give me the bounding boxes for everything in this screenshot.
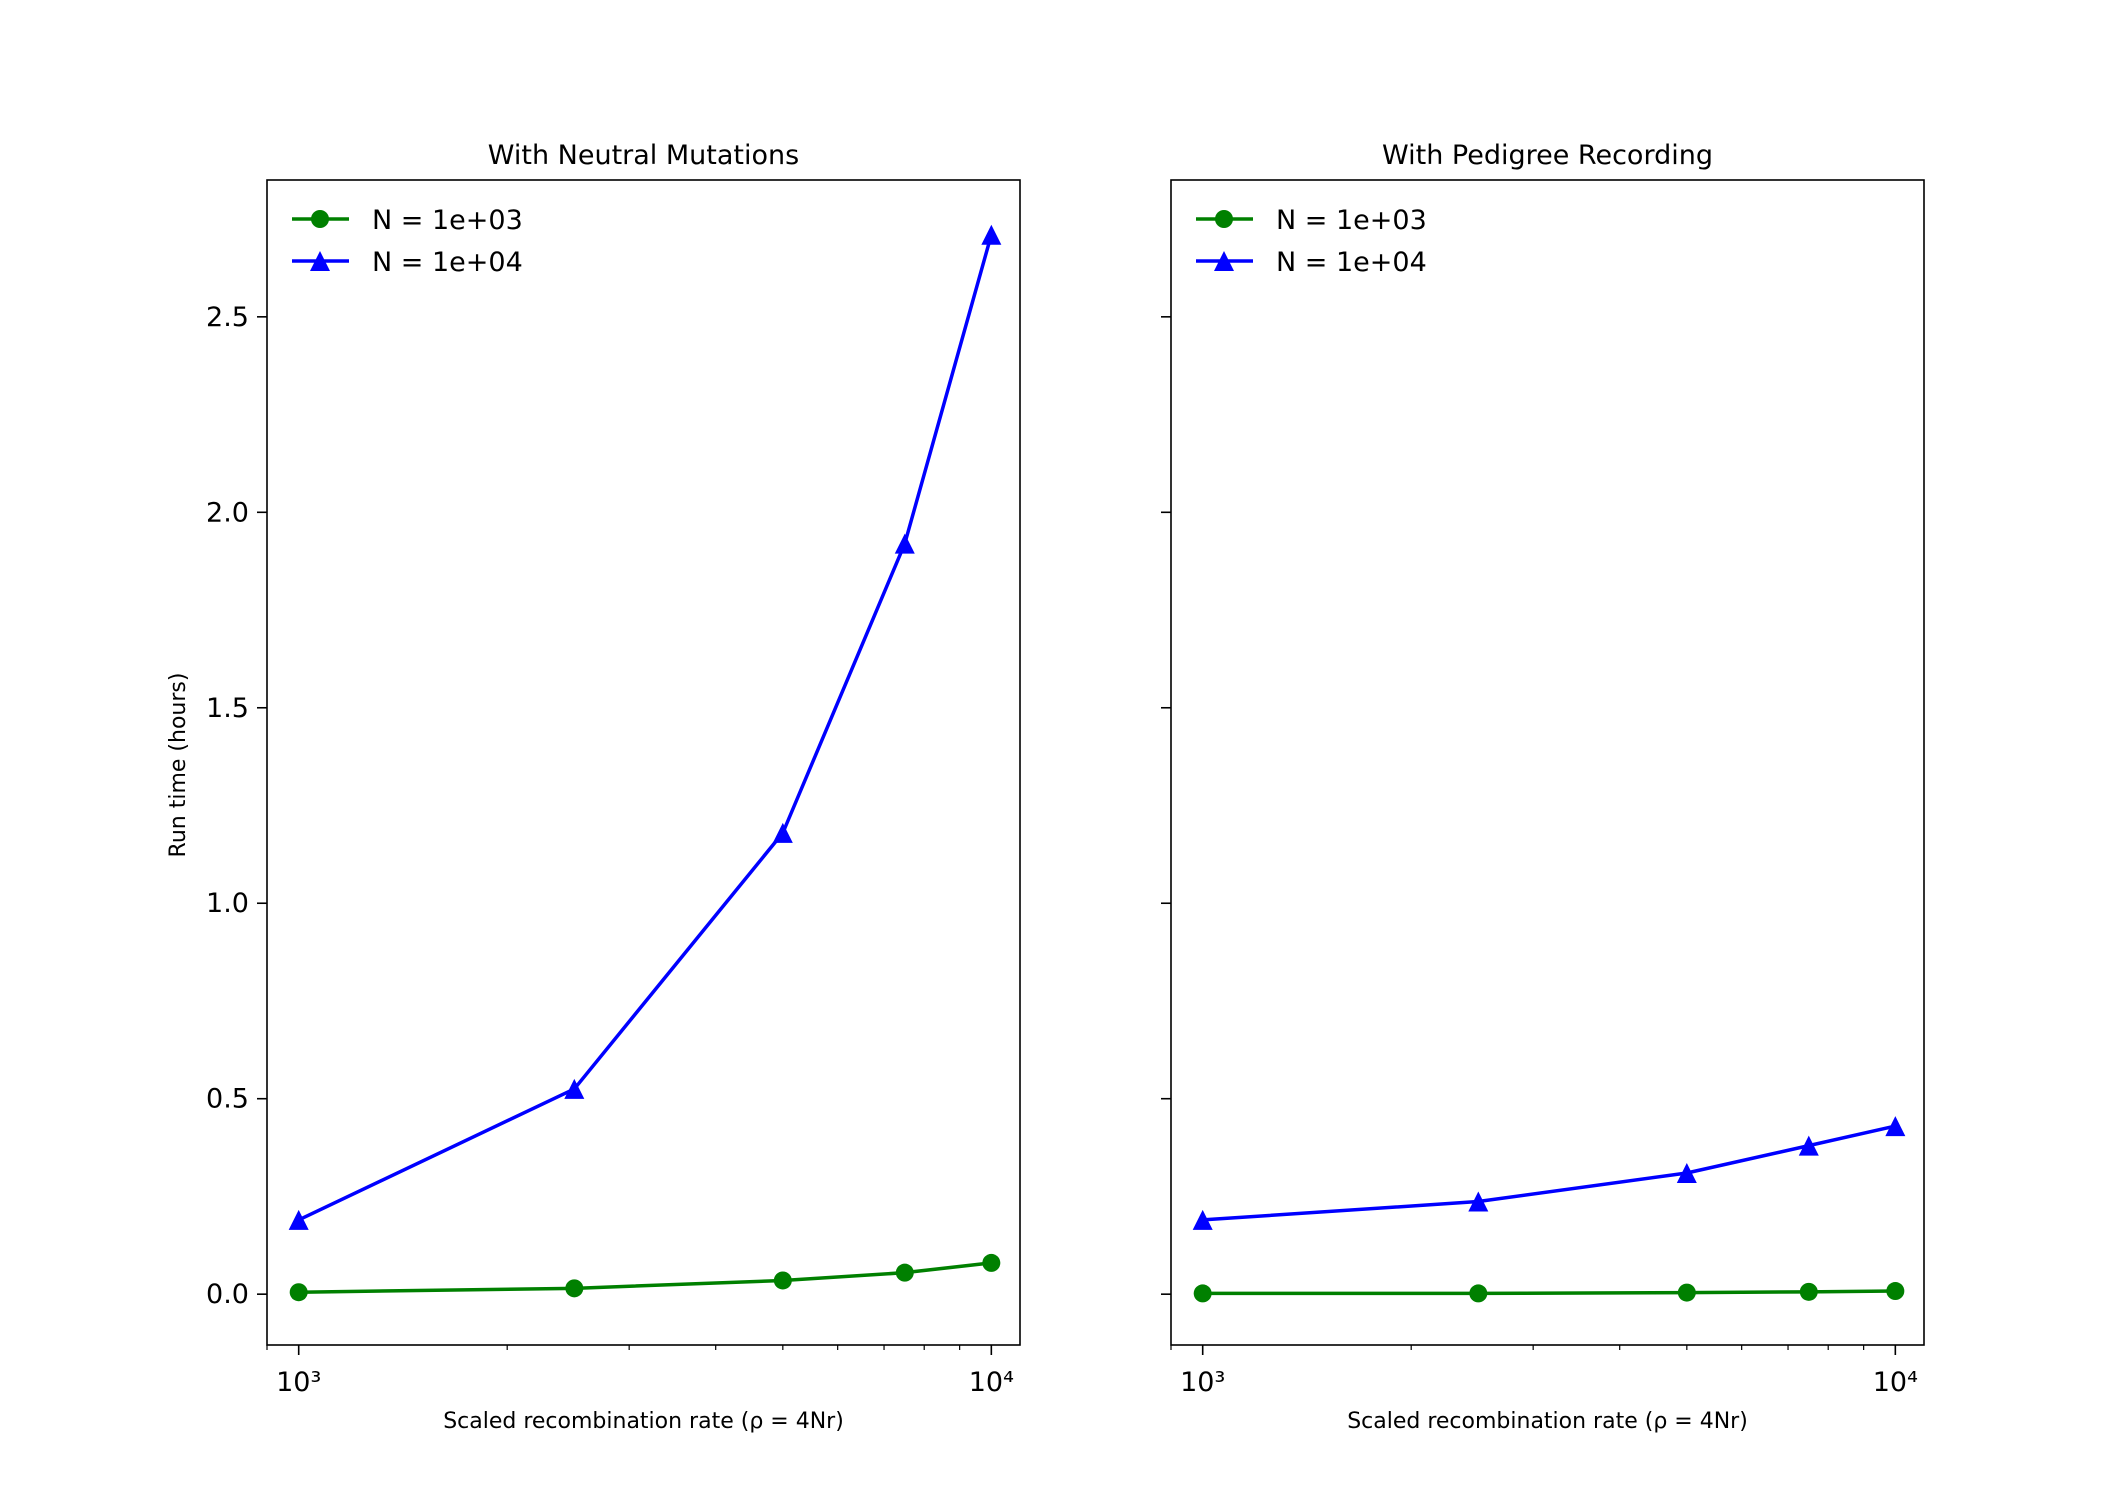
x-tick-label: 10³ (276, 1367, 321, 1398)
legend-label: N = 1e+04 (1276, 247, 1427, 278)
x-axis-label: Scaled recombination rate (ρ = 4Nr) (443, 1409, 844, 1434)
panel-2: With Pedigree Recording Scaled recombinat… (1161, 140, 1925, 1434)
data-point-triangle (981, 224, 1002, 245)
data-point-triangle (1798, 1135, 1819, 1156)
data-point-triangle (1192, 1209, 1213, 1230)
data-point-triangle (288, 1209, 309, 1230)
data-point-triangle (894, 533, 915, 554)
legend-label: N = 1e+03 (1276, 205, 1427, 236)
data-point-triangle (564, 1078, 585, 1099)
data-point-circle (1677, 1283, 1696, 1302)
x-axis-label: Scaled recombination rate (ρ = 4Nr) (1347, 1409, 1748, 1434)
series-line (298, 1261, 992, 1294)
panel-1: With Neutral Mutations Scaled recombinati… (206, 140, 1021, 1434)
data-point-circle (1886, 1282, 1905, 1301)
x-tick-label: 10⁴ (1873, 1367, 1918, 1398)
panel-title: With Pedigree Recording (1382, 140, 1713, 171)
data-point-circle (1193, 1284, 1212, 1303)
y-tick-label: 0.0 (206, 1279, 249, 1310)
data-point-triangle (1676, 1162, 1697, 1183)
panels: With Neutral Mutations Scaled recombinati… (206, 140, 1925, 1434)
data-point-circle (289, 1283, 308, 1302)
data-point-circle (773, 1271, 792, 1290)
y-tick-label: 1.5 (206, 693, 249, 724)
y-axis-label: Run time (hours) (166, 673, 191, 858)
series-line (1202, 1124, 1896, 1222)
data-point-circle (1469, 1284, 1488, 1303)
legend-label: N = 1e+03 (372, 205, 523, 236)
data-point-triangle (1885, 1116, 1906, 1137)
axes-frame (1170, 179, 1925, 1346)
y-tick-label: 1.0 (206, 888, 249, 919)
x-tick-label: 10³ (1180, 1367, 1225, 1398)
series-line (1202, 1289, 1896, 1296)
y-tick-label: 2.0 (206, 497, 249, 528)
data-point-circle (895, 1263, 914, 1282)
legend-label: N = 1e+04 (372, 247, 523, 278)
series-line (297, 234, 994, 1222)
legend-marker-triangle (1214, 251, 1234, 271)
legend-marker-triangle (310, 251, 330, 271)
y-tick-label: 0.5 (206, 1084, 249, 1115)
legend-marker-circle (1215, 210, 1233, 228)
data-point-circle (1799, 1282, 1818, 1301)
y-tick-label: 2.5 (206, 302, 249, 333)
data-point-triangle (1468, 1191, 1489, 1212)
panel-title: With Neutral Mutations (488, 140, 799, 171)
legend-marker-circle (311, 210, 329, 228)
data-point-circle (982, 1253, 1001, 1272)
x-tick-label: 10⁴ (969, 1367, 1014, 1398)
data-point-triangle (772, 822, 793, 843)
axes-frame (266, 179, 1021, 1346)
data-point-circle (565, 1279, 584, 1298)
